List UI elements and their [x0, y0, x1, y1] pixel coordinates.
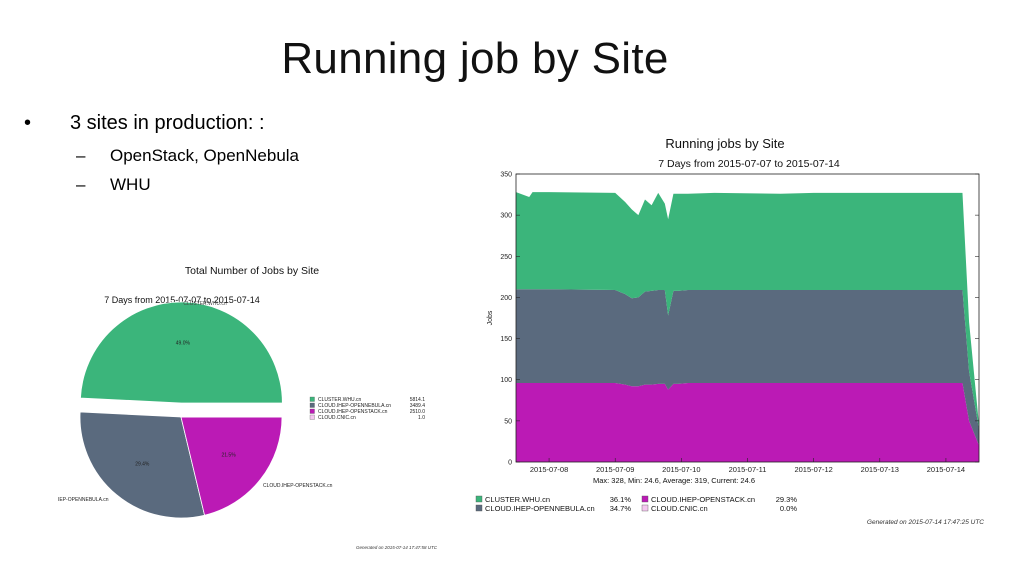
- area-legend-pct: 29.3%: [776, 495, 798, 504]
- pie-legend-label: CLOUD.IHEP-OPENNEBULA.cn: [318, 403, 391, 409]
- pie-legend-value: 2510.0: [410, 409, 426, 415]
- area-legend-pct: 34.7%: [610, 504, 632, 513]
- x-tick-label: 2015-07-09: [596, 465, 634, 474]
- area-legend-label: CLUSTER.WHU.cn: [485, 495, 550, 504]
- area-y-axis-label: Jobs: [487, 310, 494, 325]
- y-tick-label: 0: [508, 460, 512, 467]
- y-tick-label: 50: [504, 418, 512, 425]
- sub-bullet-marker: –: [76, 175, 86, 194]
- area-legend-label: CLOUD.IHEP-OPENSTACK.cn: [651, 495, 755, 504]
- area-legend-swatch: [475, 504, 483, 512]
- x-tick-label: 2015-07-10: [662, 465, 700, 474]
- area-legend-swatch: [641, 495, 649, 503]
- pie-legend-swatch: [309, 402, 315, 408]
- area-legend-label: CLOUD.CNIC.cn: [651, 504, 708, 513]
- pie-legend-value: 5814.1: [410, 397, 426, 403]
- area-footer: Generated on 2015-07-14 17:47:25 UTC: [867, 519, 984, 526]
- area-legend-swatch: [641, 504, 649, 512]
- area-series: [516, 192, 979, 430]
- pie-legend-label: CLOUD.IHEP-OPENSTACK.cn: [318, 409, 388, 415]
- area-chart-subtitle: 7 Days from 2015-07-07 to 2015-07-14: [658, 158, 840, 170]
- pie-chart: Total Number of Jobs by Site 7 Days from…: [58, 265, 438, 550]
- pie-slice: [180, 416, 283, 516]
- bullet-marker: •: [24, 112, 32, 134]
- y-tick-label: 250: [500, 254, 512, 261]
- y-tick-label: 150: [500, 336, 512, 343]
- pie-slice: [80, 301, 283, 404]
- pie-legend-swatch: [309, 408, 315, 414]
- pie-slice: [79, 411, 206, 519]
- pie-pct-label: 21.5%: [221, 453, 236, 459]
- pie-chart-subtitle: 7 Days from 2015-07-07 to 2015-07-14: [104, 295, 260, 305]
- area-legend-label: CLOUD.IHEP-OPENNEBULA.cn: [485, 504, 595, 513]
- area-plot: 0 50 100 150 200 250 300 350 2015-07-08 2015-07-0…: [500, 172, 980, 474]
- sub-bullet-label: WHU: [110, 175, 151, 194]
- pie-chart-title: Total Number of Jobs by Site: [185, 265, 319, 277]
- x-tick-label: 2015-07-12: [794, 465, 832, 474]
- y-tick-label: 200: [500, 295, 512, 302]
- y-tick-label: 300: [500, 213, 512, 220]
- pie-outer-label-whu: CLUSTER.WHU.cn: [183, 301, 227, 307]
- area-series: [516, 289, 979, 446]
- pie-outer-label-opennebula: IEP-OPENNEBULA.cn: [58, 497, 109, 503]
- pie-legend-label: CLUSTER.WHU.cn: [318, 397, 362, 403]
- sub-bullet-marker: –: [76, 146, 86, 165]
- x-tick-label: 2015-07-13: [861, 465, 899, 474]
- area-chart-title: Running jobs by Site: [665, 136, 784, 151]
- pie-legend: CLUSTER.WHU.cn 5814.1 CLOUD.IHEP-OPENNEBUL…: [309, 396, 426, 421]
- area-legend: CLUSTER.WHU.cn 36.1% CLOUD.IHEP-OPENNEBULA…: [475, 495, 798, 513]
- area-series: [516, 383, 979, 462]
- y-tick-label: 350: [500, 172, 512, 179]
- area-legend-pct: 36.1%: [610, 495, 632, 504]
- sub-bullet-label: OpenStack, OpenNebula: [110, 146, 300, 165]
- area-chart: Running jobs by Site 7 Days from 2015-07…: [475, 136, 984, 526]
- y-tick-label: 100: [500, 377, 512, 384]
- pie-slices: 49.0% 29.4% 21.5%: [79, 301, 283, 519]
- pie-footer: Generated on 2015-07-14 17:47:58 UTC: [356, 545, 438, 550]
- pie-legend-value: 3489.4: [410, 403, 426, 409]
- x-tick-label: 2015-07-11: [729, 465, 767, 474]
- pie-outer-label-openstack: CLOUD.IHEP-OPENSTACK.cn: [263, 483, 333, 489]
- pie-pct-label: 29.4%: [135, 462, 150, 468]
- slide-title: Running job by Site: [281, 34, 669, 83]
- area-legend-pct: 0.0%: [780, 504, 797, 513]
- x-tick-label: 2015-07-14: [927, 465, 965, 474]
- area-legend-swatch: [475, 495, 483, 503]
- area-stats: Max: 328, Min: 24.6, Average: 319, Curre…: [593, 476, 755, 485]
- pie-legend-swatch: [309, 414, 315, 420]
- bullet-text: 3 sites in production: :: [70, 112, 265, 134]
- pie-legend-swatch: [309, 396, 315, 402]
- x-tick-label: 2015-07-08: [530, 465, 568, 474]
- pie-legend-label: CLOUD.CNIC.cn: [318, 415, 356, 421]
- pie-pct-label: 49.0%: [176, 340, 191, 346]
- pie-legend-value: 1.0: [418, 415, 425, 421]
